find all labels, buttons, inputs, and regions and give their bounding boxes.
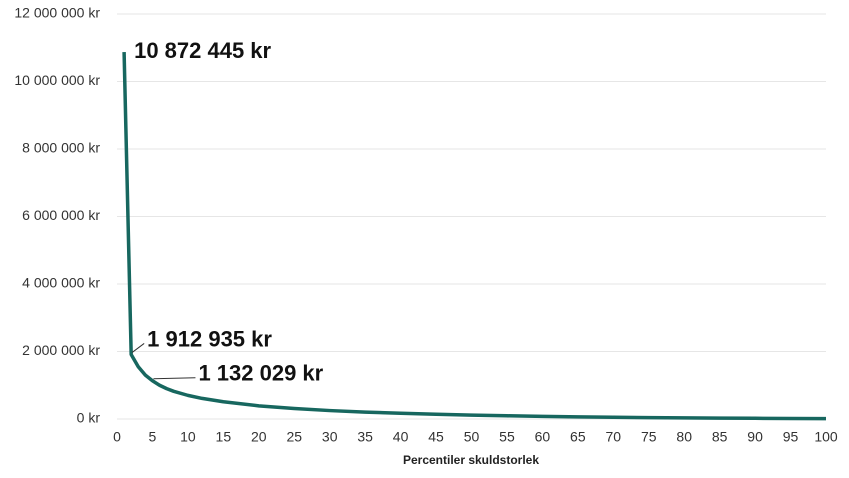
x-axis-title: Percentiler skuldstorlek <box>403 453 539 467</box>
value-label: 1 912 935 kr <box>147 326 272 351</box>
x-tick-label: 95 <box>783 429 799 445</box>
leader-line <box>131 343 145 353</box>
y-tick-label: 4 000 000 kr <box>22 275 100 291</box>
y-tick-label: 0 kr <box>77 410 101 426</box>
x-tick-label: 0 <box>113 429 121 445</box>
x-tick-label: 80 <box>676 429 692 445</box>
y-tick-label: 10 000 000 kr <box>14 72 100 88</box>
x-tick-label: 15 <box>216 429 232 445</box>
data-line <box>122 52 827 421</box>
x-tick-label: 90 <box>747 429 763 445</box>
x-tick-label: 35 <box>357 429 373 445</box>
value-label: 10 872 445 kr <box>134 38 271 63</box>
y-tick-label: 8 000 000 kr <box>22 140 100 156</box>
x-tick-label: 50 <box>464 429 480 445</box>
x-tick-label: 70 <box>606 429 622 445</box>
x-tick-label: 25 <box>286 429 302 445</box>
x-tick-label: 85 <box>712 429 728 445</box>
x-tick-label: 75 <box>641 429 657 445</box>
y-tick-label: 2 000 000 kr <box>22 342 100 358</box>
x-tick-label: 100 <box>814 429 838 445</box>
x-tick-label: 5 <box>149 429 157 445</box>
x-tick-label: 10 <box>180 429 196 445</box>
y-tick-label: 12 000 000 kr <box>14 5 100 21</box>
x-tick-label: 30 <box>322 429 338 445</box>
value-label: 1 132 029 kr <box>198 361 323 386</box>
x-tick-label: 40 <box>393 429 409 445</box>
leader-line <box>153 377 196 380</box>
x-tick-label: 45 <box>428 429 444 445</box>
x-tick-label: 65 <box>570 429 586 445</box>
x-tick-label: 20 <box>251 429 267 445</box>
y-tick-label: 6 000 000 kr <box>22 207 100 223</box>
x-tick-label: 55 <box>499 429 515 445</box>
x-tick-label: 60 <box>535 429 551 445</box>
